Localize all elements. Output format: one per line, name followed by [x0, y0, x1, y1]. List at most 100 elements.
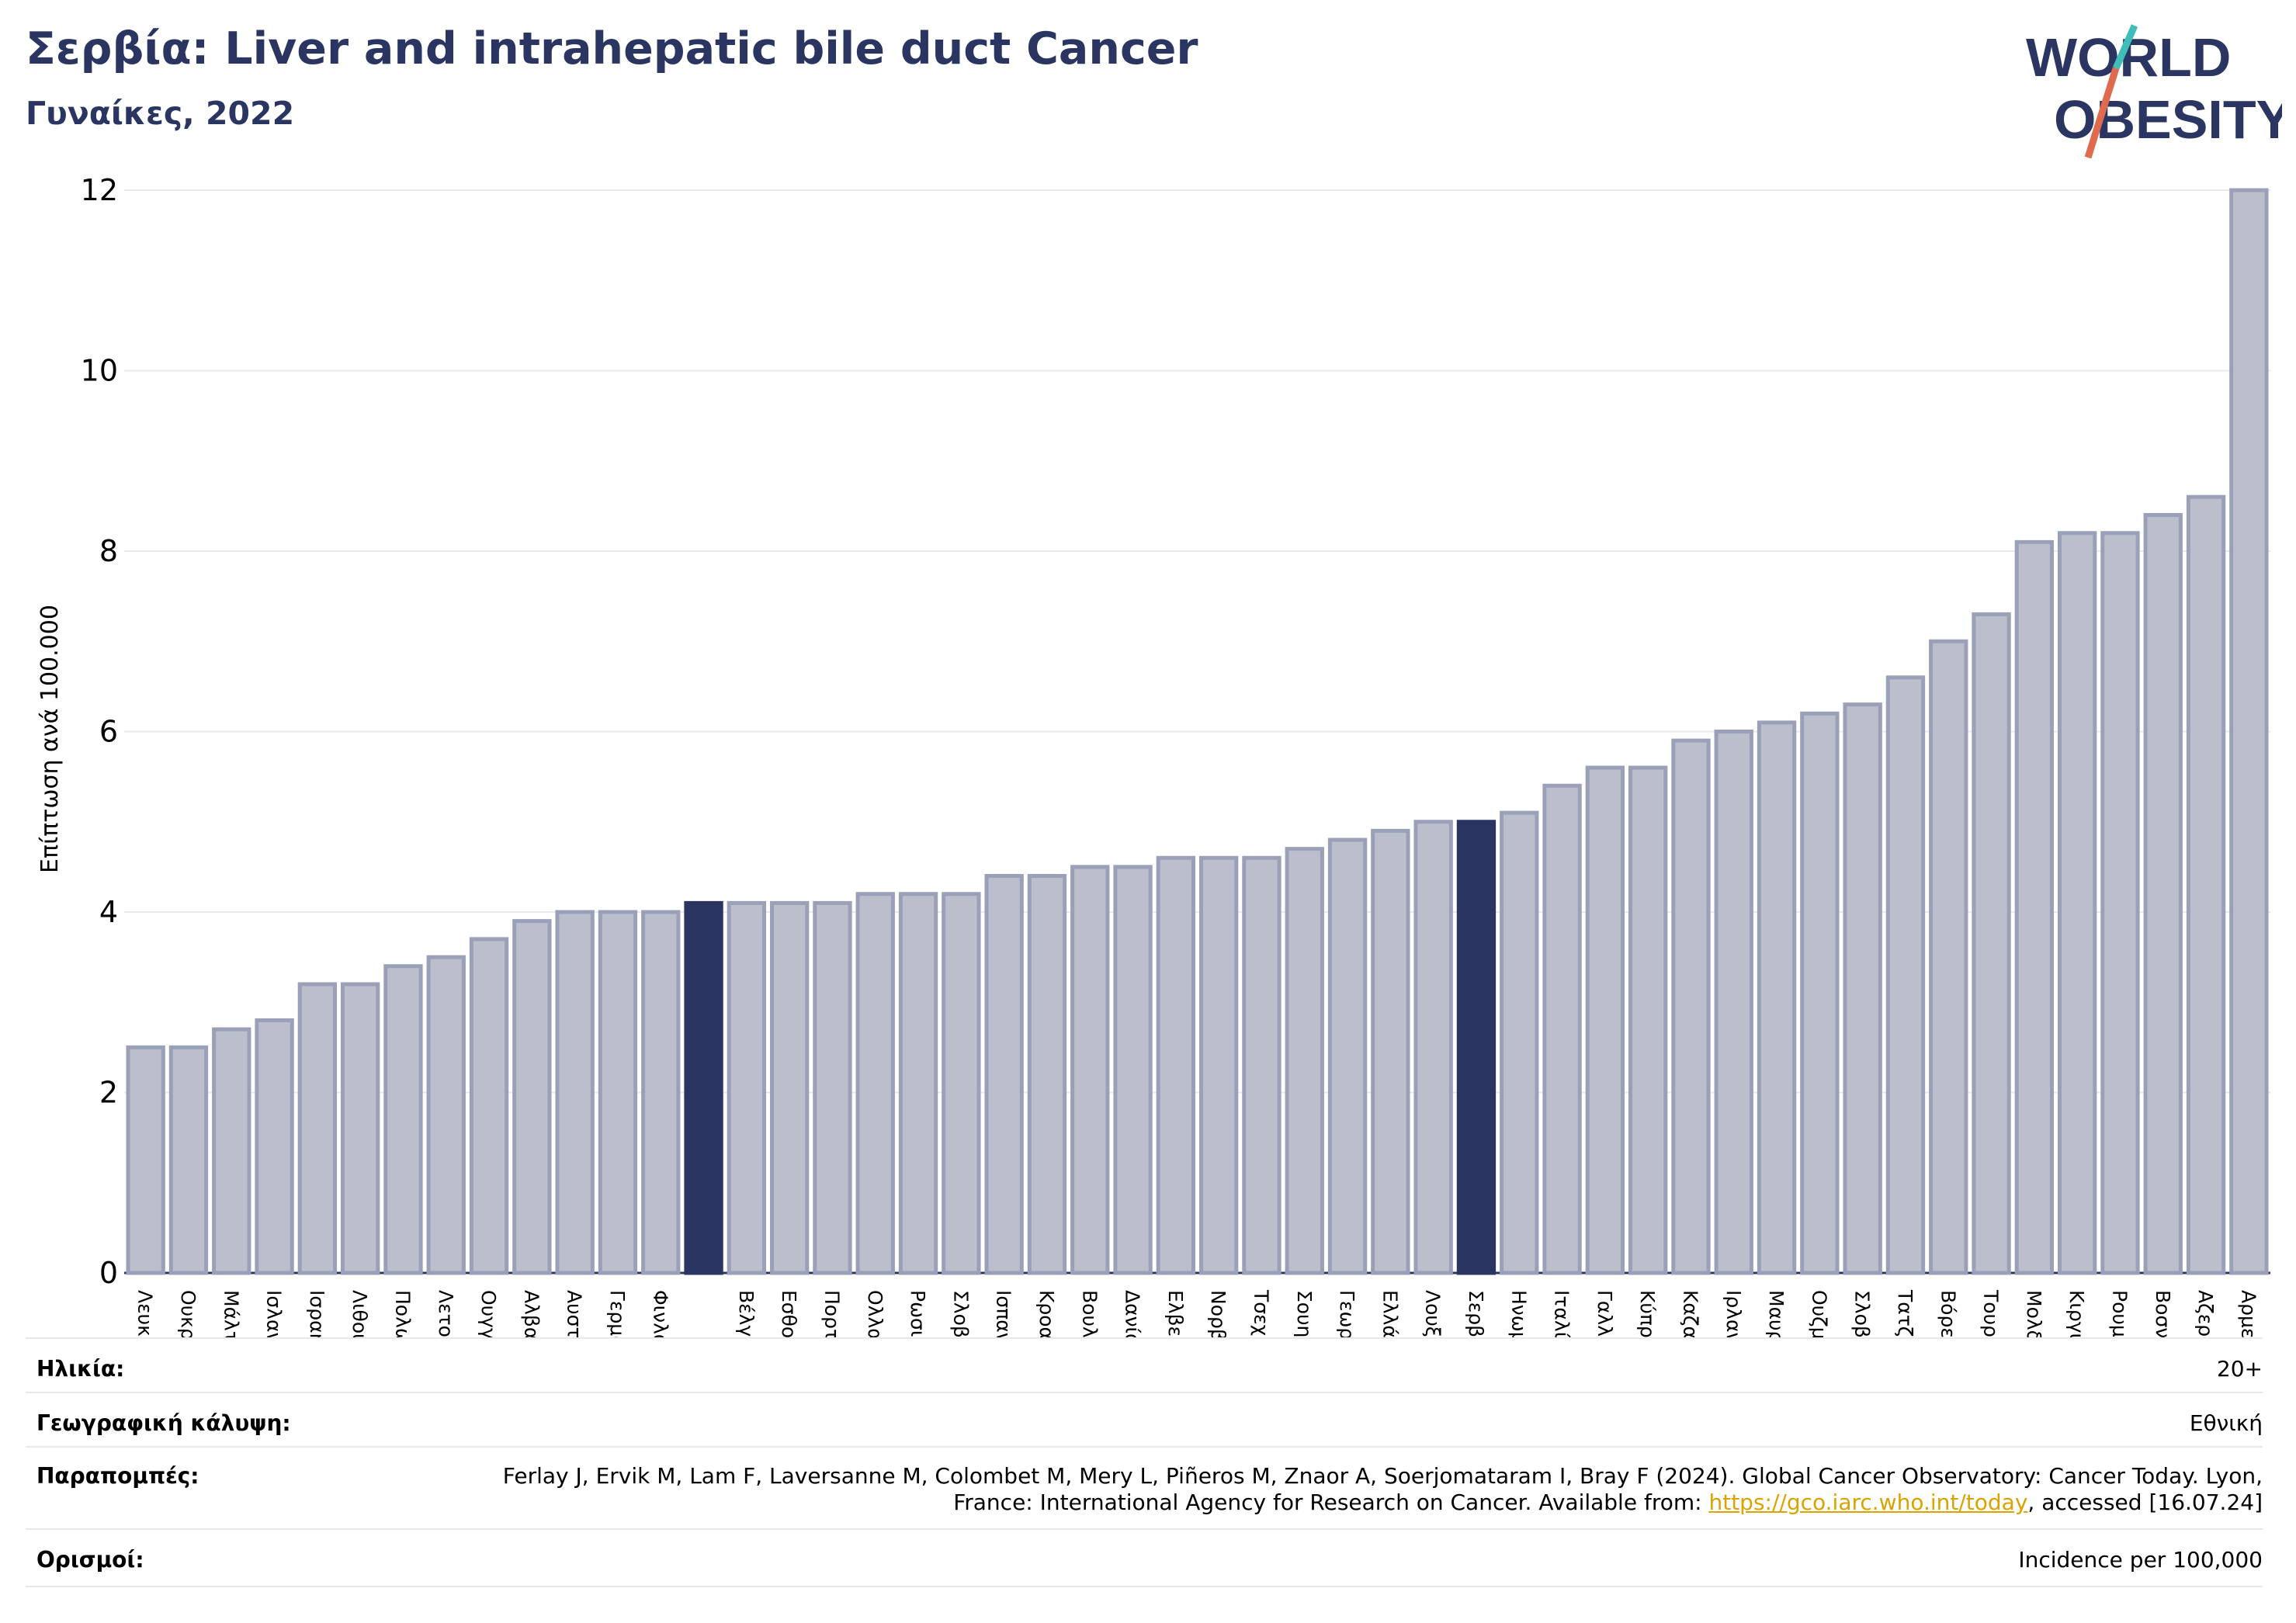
y-axis-ticks: 0 2 4 6 8 10 12 — [81, 173, 118, 1290]
bar-Γερμανία — [598, 910, 638, 1275]
chart-title: Σερβία: Liver and intrahepatic bile duct… — [26, 23, 1198, 75]
x-tick-label: Αζερμπαϊτζάν — [2194, 1290, 2217, 1337]
references-label: Παραπομπές: — [36, 1463, 199, 1489]
y-tick-label: 6 — [99, 715, 118, 749]
references-text-part1: Ferlay J, Ervik M, Lam F, Laversanne M, … — [502, 1463, 2263, 1515]
bar-highlight — [684, 900, 723, 1275]
bar-Αζερμπαϊτζάν — [2186, 494, 2226, 1275]
bar-Λευκορωσία — [126, 1045, 165, 1275]
x-tick-label: Σουηδία — [1293, 1290, 1316, 1337]
x-tick-label: Βοσνία και Ερζεγοβίνη — [2152, 1290, 2174, 1337]
bar-Λιθουανία — [340, 982, 380, 1275]
info-row-definitions: Ορισμοί: Incidence per 100,000 — [26, 1528, 2263, 1587]
bar-Λουξεμβούργο — [1413, 820, 1453, 1275]
bar-Σερβία — [1456, 820, 1497, 1275]
coverage-value: Εθνική — [2189, 1410, 2263, 1436]
x-tick-label: Καζακστάν — [1679, 1290, 1701, 1337]
x-tick-label: Γερμανία — [606, 1290, 629, 1337]
bar-Ιταλία — [1542, 783, 1582, 1275]
y-tick-label: 12 — [81, 173, 118, 207]
logo-slash-teal — [2112, 24, 2138, 70]
x-tick-label: Ισλανδία — [263, 1290, 286, 1337]
x-tick-label: Βουλγαρία — [1078, 1290, 1101, 1337]
references-text: Ferlay J, Ervik M, Lam F, Laversanne M, … — [477, 1463, 2263, 1516]
bar-Μάλτα — [212, 1027, 251, 1275]
x-tick-label: Σερβία — [1465, 1290, 1487, 1337]
x-tick-label: Ρωσική Ομοσπονδία — [907, 1290, 929, 1337]
bar-Βουλγαρία — [1070, 865, 1110, 1275]
x-tick-label: Ελβετία — [1164, 1290, 1187, 1337]
bar-Ουκρανία — [168, 1045, 209, 1275]
x-tick-label: Ρουμανία — [2108, 1290, 2131, 1337]
x-tick-label: Μάλτα — [220, 1290, 242, 1337]
x-tick-label: Κιργιστάν — [2065, 1290, 2088, 1337]
x-tick-label: Μαυροβούνιο — [1765, 1290, 1788, 1337]
x-tick-label: Ηνωμένο Βασίλειο — [1507, 1290, 1530, 1337]
bar-Καζακστάν — [1671, 738, 1711, 1275]
x-axis-labels: Λευκορωσία Ουκρανία Μάλτα Ισλανδία Ισραήλ Λιθ… — [134, 1289, 2260, 1337]
x-tick-label: Αυστρία — [564, 1290, 586, 1337]
x-tick-label: Τουρκμενιστάν — [1980, 1289, 2003, 1337]
x-tick-label: Ιταλία — [1551, 1290, 1573, 1337]
bar-Πορτογαλία — [813, 900, 852, 1275]
definitions-value: Incidence per 100,000 — [2018, 1547, 2263, 1573]
bar-Σλοβενία — [1843, 702, 1882, 1275]
bar-Κροατία — [1027, 874, 1067, 1275]
bar-Τουρκμενιστάν — [1972, 612, 2011, 1275]
x-tick-label: Ουκρανία — [177, 1290, 199, 1337]
bar-Ιρλανδία — [1714, 730, 1753, 1275]
bar-Ελλάδα — [1371, 828, 1410, 1275]
x-tick-label: Σλοβενία — [1851, 1290, 1874, 1337]
bar-Φινλανδία — [641, 910, 681, 1275]
bar-Ηνωμένο Βασίλειο — [1500, 810, 1539, 1275]
bar-Ισπανία — [984, 874, 1024, 1275]
bar-Αρμενία — [2229, 188, 2269, 1275]
x-tick-label: Τατζικιστάν — [1894, 1289, 1916, 1337]
x-tick-label: Κύπρος — [1636, 1290, 1659, 1337]
bar-Τσεχία — [1242, 855, 1282, 1275]
x-tick-label: Νορβηγία — [1207, 1290, 1230, 1337]
bar-Αλβανία — [512, 919, 552, 1275]
bar-Νορβηγία — [1198, 855, 1239, 1275]
x-tick-label: Λουξεμβούργο — [1422, 1290, 1445, 1337]
bar-Αυστρία — [555, 910, 595, 1275]
bar-Λετονία — [426, 955, 466, 1275]
bar-Ρωσική Ομοσπονδία — [898, 892, 938, 1275]
x-tick-label: Ουζμπεκιστάν — [1808, 1290, 1830, 1337]
x-tick-label: Ελλάδα — [1379, 1290, 1401, 1337]
bar-Γεωργία — [1327, 838, 1368, 1275]
chart-subtitle: Γυναίκες, 2022 — [26, 95, 295, 132]
bar-Μαυροβούνιο — [1757, 720, 1797, 1275]
y-axis-label: Επίπτωση ανά 100.000 — [36, 605, 64, 873]
age-value: 20+ — [2216, 1356, 2263, 1382]
x-tick-label: Πολωνία — [391, 1290, 414, 1337]
bar-Ουζμπεκιστάν — [1800, 711, 1840, 1275]
x-tick-label: Σλοβακία — [949, 1290, 972, 1337]
x-tick-label: Λετονία — [435, 1290, 457, 1337]
x-tick-label: Ιρλανδία — [1722, 1290, 1745, 1337]
references-link[interactable]: https://gco.iarc.who.int/today — [1708, 1489, 2028, 1515]
y-tick-label: 8 — [99, 534, 118, 568]
x-tick-label: Αλβανία — [520, 1290, 543, 1337]
bar-Ισραήλ — [297, 982, 338, 1275]
y-tick-label: 2 — [99, 1076, 118, 1110]
x-tick-label: Εσθονία — [778, 1290, 800, 1337]
info-row-references: Παραπομπές: Ferlay J, Ervik M, Lam F, La… — [26, 1446, 2263, 1530]
bar-Σλοβακία — [942, 892, 981, 1275]
world-obesity-logo: WORLD OBESITY — [2026, 24, 2282, 159]
bar-Ελβετία — [1156, 855, 1196, 1275]
bars — [126, 188, 2269, 1275]
x-tick-label: Βέλγιο — [735, 1290, 758, 1337]
bar-Γαλλία — [1585, 765, 1625, 1275]
info-row-coverage: Γεωγραφική κάλυψη: Εθνική — [26, 1392, 2263, 1448]
x-tick-label: Γαλλία — [1594, 1290, 1616, 1337]
x-tick-label: Ισραήλ — [306, 1290, 328, 1337]
definitions-label: Ορισμοί: — [36, 1547, 144, 1573]
bar-Δανία — [1113, 865, 1153, 1275]
age-label: Ηλικία: — [36, 1356, 125, 1382]
bar-Κιργιστάν — [2057, 531, 2097, 1275]
bar-Ολλανδία — [855, 892, 895, 1275]
x-tick-label: Πορτογαλία — [820, 1290, 843, 1337]
x-tick-label: Λευκορωσία — [134, 1290, 157, 1337]
x-tick-label: Κροατία — [1035, 1290, 1058, 1337]
